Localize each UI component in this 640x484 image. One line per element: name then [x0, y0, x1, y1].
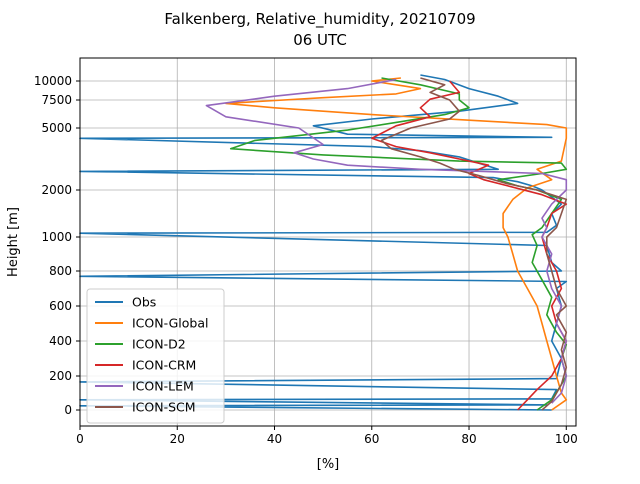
legend-label: ICON-D2	[132, 337, 186, 352]
y-tick-label: 5000	[41, 121, 72, 135]
series-line-obs	[79, 74, 568, 411]
y-axis-label: Height [m]	[6, 207, 21, 277]
tick-layer: 0 20 40 60 80 1000200400600800100020005000750…	[34, 74, 578, 446]
chart-title: Falkenberg, Relative_humidity, 20210709	[164, 10, 475, 29]
grid-layer	[79, 58, 576, 426]
legend: Obs ICON-Global ICON-D2 ICON-CRM ICON-LEM ICO…	[86, 288, 225, 424]
x-tick-label: 20	[170, 432, 185, 446]
x-tick-label: 100	[555, 432, 578, 446]
x-tick-label: 0	[76, 432, 84, 446]
legend-label: ICON-Global	[132, 316, 208, 331]
legend-label: ICON-CRM	[132, 358, 196, 373]
x-axis-label: [%]	[317, 457, 340, 472]
x-tick-label: 60	[364, 432, 379, 446]
legend-label: Obs	[132, 295, 156, 310]
x-tick-label: 40	[267, 432, 282, 446]
y-tick-label: 400	[49, 334, 72, 348]
y-tick-label: 0	[64, 403, 72, 417]
chart-subtitle: 06 UTC	[293, 31, 347, 49]
y-tick-label: 600	[49, 299, 72, 313]
y-tick-label: 1000	[41, 230, 72, 244]
y-tick-label: 200	[49, 369, 72, 383]
legend-label: ICON-LEM	[132, 379, 194, 394]
y-tick-label: 10000	[34, 74, 72, 88]
y-tick-label: 7500	[41, 93, 72, 107]
series-layer	[79, 74, 568, 411]
series-line-icon-scm	[380, 77, 568, 411]
x-tick-label: 80	[461, 432, 476, 446]
y-tick-label: 800	[49, 264, 72, 278]
y-tick-label: 2000	[41, 183, 72, 197]
plot-frame	[79, 57, 577, 427]
legend-label: ICON-SCM	[132, 400, 196, 415]
